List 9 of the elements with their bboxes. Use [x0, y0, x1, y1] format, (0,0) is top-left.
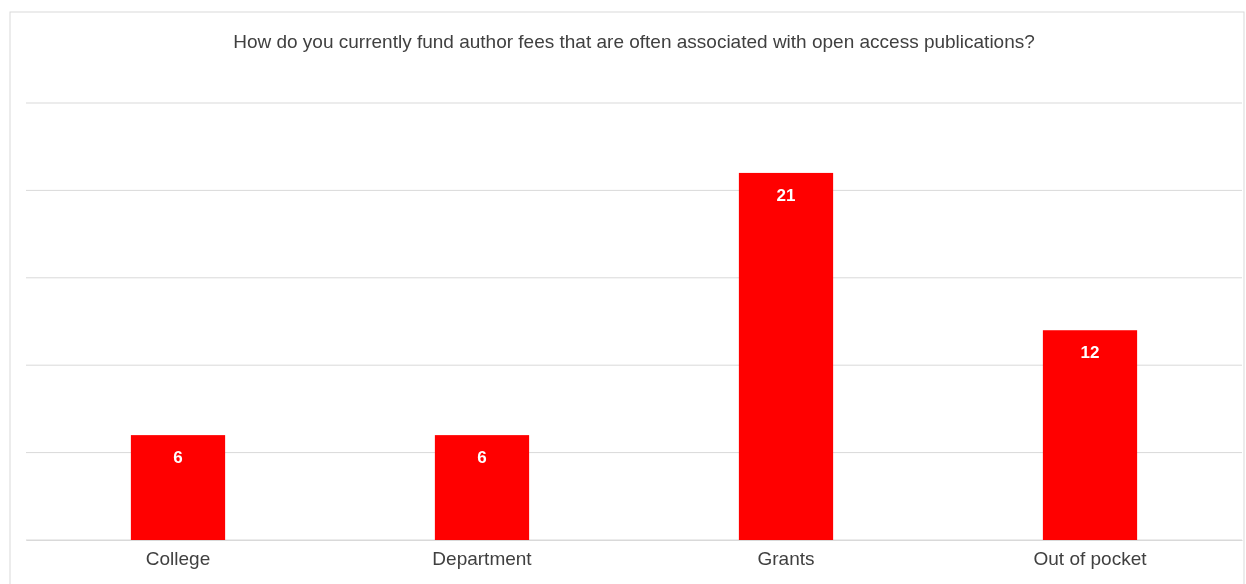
chart-title: How do you currently fund author fees that are often associated with open access publications?	[233, 31, 1035, 52]
data-label: 6	[173, 448, 183, 468]
data-label: 21	[776, 185, 796, 205]
x-tick-label: Out of pocket	[1033, 548, 1148, 570]
data-label: 12	[1080, 343, 1100, 363]
x-tick-label: Grants	[757, 548, 815, 570]
x-tick-label: Department	[432, 548, 533, 570]
data-label: 6	[477, 448, 487, 468]
x-tick-label: College	[145, 548, 211, 570]
